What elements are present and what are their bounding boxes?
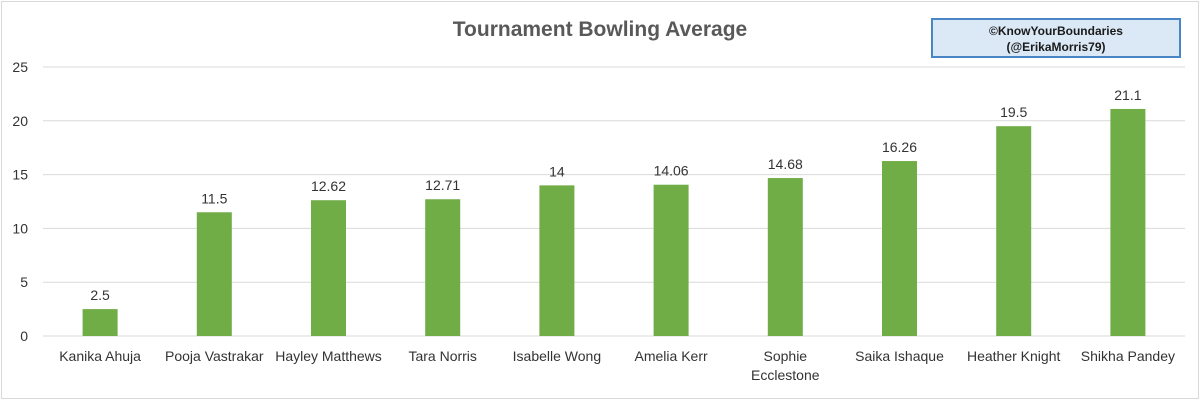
y-tick-label: 25 (12, 59, 28, 75)
data-label: 2.5 (90, 287, 110, 303)
x-tick-label: Shikha Pandey (1081, 348, 1175, 364)
y-tick-label: 10 (12, 220, 28, 236)
data-label: 19.5 (1000, 104, 1027, 120)
credit-line-1: ©KnowYourBoundaries (989, 24, 1123, 38)
x-tick-label: Pooja Vastrakar (165, 348, 264, 364)
bar (996, 126, 1032, 337)
bar (653, 184, 689, 336)
bar (196, 212, 232, 336)
x-tick-label: Sophie (764, 348, 808, 364)
bar (767, 178, 803, 336)
y-tick-label: 15 (12, 167, 28, 183)
data-label: 11.5 (201, 190, 227, 206)
x-tick-label: Amelia Kerr (635, 348, 708, 364)
data-label: 16.26 (882, 139, 917, 155)
bar (1110, 108, 1146, 337)
y-tick-label: 0 (20, 328, 28, 344)
x-tick-label: Tara Norris (408, 348, 476, 364)
bar (539, 185, 575, 336)
data-label: 21.1 (1114, 87, 1141, 103)
y-axis-ticks: 0 5 10 15 20 25 (12, 59, 28, 344)
x-tick-label: Ecclestone (751, 367, 820, 383)
y-tick-label: 20 (12, 113, 28, 129)
x-tick-label: Kanika Ahuja (59, 348, 141, 364)
bar (882, 161, 917, 336)
bars (82, 108, 1146, 337)
data-labels: 2.5 11.5 12.62 12.71 14 14.06 14.68 16.26 19.5 21… (90, 87, 1141, 303)
bar (311, 200, 346, 336)
x-axis-ticks: Kanika Ahuja Pooja Vastrakar Hayley Matthe… (59, 348, 1175, 383)
gridlines (43, 66, 1185, 337)
bar (425, 199, 461, 336)
x-tick-label: Hayley Matthews (275, 348, 382, 364)
x-tick-label: Heather Knight (967, 348, 1061, 364)
data-label: 12.62 (311, 178, 346, 194)
data-label: 14.68 (768, 156, 803, 172)
credit-line-2: (@ErikaMorris79) (1006, 40, 1106, 54)
data-label: 12.71 (425, 177, 460, 193)
x-tick-label: Saika Ishaque (855, 348, 944, 364)
data-label: 14.06 (654, 163, 689, 179)
bar (82, 309, 118, 336)
data-label: 14 (549, 163, 565, 179)
y-tick-label: 5 (20, 274, 28, 290)
x-tick-label: Isabelle Wong (513, 348, 601, 364)
chart-title: Tournament Bowling Average (452, 18, 748, 41)
credit-box: ©KnowYourBoundaries (@ErikaMorris79) (931, 18, 1181, 58)
